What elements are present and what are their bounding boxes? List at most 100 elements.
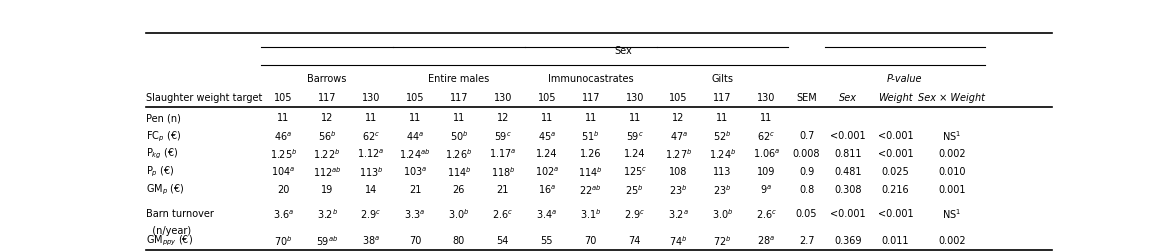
Text: 12: 12 bbox=[321, 113, 333, 123]
Text: 1.24$^{ab}$: 1.24$^{ab}$ bbox=[400, 147, 430, 161]
Text: 14: 14 bbox=[365, 184, 378, 194]
Text: 52$^b$: 52$^b$ bbox=[713, 129, 732, 143]
Text: 3.3$^a$: 3.3$^a$ bbox=[404, 207, 426, 220]
Text: 3.4$^a$: 3.4$^a$ bbox=[537, 207, 558, 220]
Text: Sex × Weight: Sex × Weight bbox=[919, 93, 985, 103]
Text: 0.369: 0.369 bbox=[835, 235, 862, 245]
Text: 54: 54 bbox=[497, 235, 509, 245]
Text: 103$^a$: 103$^a$ bbox=[403, 165, 427, 178]
Text: Pen (n): Pen (n) bbox=[146, 113, 181, 123]
Text: 105: 105 bbox=[538, 93, 556, 103]
Text: 1.24: 1.24 bbox=[624, 149, 645, 159]
Text: 130: 130 bbox=[362, 93, 380, 103]
Text: NS$^1$: NS$^1$ bbox=[942, 207, 962, 220]
Text: 11: 11 bbox=[584, 113, 597, 123]
Text: 1.27$^b$: 1.27$^b$ bbox=[665, 147, 692, 161]
Text: 0.002: 0.002 bbox=[939, 235, 966, 245]
Text: 0.216: 0.216 bbox=[881, 184, 909, 194]
Text: 59$^{ab}$: 59$^{ab}$ bbox=[316, 233, 338, 247]
Text: 62$^c$: 62$^c$ bbox=[362, 130, 380, 142]
Text: 11: 11 bbox=[541, 113, 553, 123]
Text: SEM: SEM bbox=[796, 93, 817, 103]
Text: 2.9$^c$: 2.9$^c$ bbox=[360, 207, 381, 220]
Text: 117: 117 bbox=[318, 93, 337, 103]
Text: 3.2$^a$: 3.2$^a$ bbox=[669, 207, 689, 220]
Text: 23$^b$: 23$^b$ bbox=[713, 182, 732, 196]
Text: 11: 11 bbox=[365, 113, 378, 123]
Text: Slaughter weight target: Slaughter weight target bbox=[146, 93, 263, 103]
Text: 11: 11 bbox=[629, 113, 641, 123]
Text: 59$^c$: 59$^c$ bbox=[494, 130, 512, 142]
Text: 0.05: 0.05 bbox=[796, 209, 817, 218]
Text: 25$^b$: 25$^b$ bbox=[625, 182, 644, 196]
Text: 0.025: 0.025 bbox=[881, 167, 909, 176]
Text: <0.001: <0.001 bbox=[878, 209, 913, 218]
Text: 3.0$^b$: 3.0$^b$ bbox=[712, 207, 733, 220]
Text: 130: 130 bbox=[625, 93, 644, 103]
Text: 109: 109 bbox=[758, 167, 776, 176]
Text: 38$^a$: 38$^a$ bbox=[362, 234, 380, 246]
Text: 11: 11 bbox=[277, 113, 289, 123]
Text: 114$^b$: 114$^b$ bbox=[447, 165, 471, 178]
Text: 74: 74 bbox=[629, 235, 641, 245]
Text: 28$^a$: 28$^a$ bbox=[758, 234, 775, 246]
Text: 0.9: 0.9 bbox=[798, 167, 814, 176]
Text: 70: 70 bbox=[409, 235, 421, 245]
Text: 102$^a$: 102$^a$ bbox=[534, 165, 559, 178]
Text: 113$^b$: 113$^b$ bbox=[359, 165, 383, 178]
Text: 21: 21 bbox=[497, 184, 509, 194]
Text: 108: 108 bbox=[670, 167, 687, 176]
Text: 3.2$^b$: 3.2$^b$ bbox=[317, 207, 338, 220]
Text: 0.001: 0.001 bbox=[939, 184, 966, 194]
Text: 47$^a$: 47$^a$ bbox=[670, 130, 687, 142]
Text: 0.481: 0.481 bbox=[835, 167, 862, 176]
Text: 11: 11 bbox=[760, 113, 773, 123]
Text: GM$_p$ (€): GM$_p$ (€) bbox=[146, 182, 185, 197]
Text: 19: 19 bbox=[321, 184, 333, 194]
Text: 50$^b$: 50$^b$ bbox=[450, 129, 468, 143]
Text: 0.010: 0.010 bbox=[939, 167, 966, 176]
Text: 130: 130 bbox=[758, 93, 776, 103]
Text: P$_p$ (€): P$_p$ (€) bbox=[146, 164, 175, 179]
Text: Entire males: Entire males bbox=[428, 74, 490, 84]
Text: 0.7: 0.7 bbox=[798, 131, 815, 141]
Text: 112$^{ab}$: 112$^{ab}$ bbox=[312, 165, 341, 178]
Text: GM$_{ppy}$ (€): GM$_{ppy}$ (€) bbox=[146, 233, 193, 247]
Text: FC$_p$ (€): FC$_p$ (€) bbox=[146, 129, 181, 143]
Text: 3.1$^b$: 3.1$^b$ bbox=[580, 207, 602, 220]
Text: 117: 117 bbox=[450, 93, 468, 103]
Text: 12: 12 bbox=[497, 113, 509, 123]
Text: 125$^c$: 125$^c$ bbox=[623, 165, 646, 178]
Text: 113: 113 bbox=[713, 167, 732, 176]
Text: Weight: Weight bbox=[878, 93, 913, 103]
Text: <0.001: <0.001 bbox=[830, 131, 866, 141]
Text: 70: 70 bbox=[584, 235, 597, 245]
Text: 21: 21 bbox=[409, 184, 421, 194]
Text: 44$^a$: 44$^a$ bbox=[406, 130, 424, 142]
Text: P$_{kg}$ (€): P$_{kg}$ (€) bbox=[146, 146, 179, 161]
Text: 1.26: 1.26 bbox=[580, 149, 602, 159]
Text: 0.002: 0.002 bbox=[939, 149, 966, 159]
Text: 1.12$^a$: 1.12$^a$ bbox=[358, 147, 385, 160]
Text: 20: 20 bbox=[277, 184, 290, 194]
Text: 0.008: 0.008 bbox=[793, 149, 821, 159]
Text: 59$^c$: 59$^c$ bbox=[625, 130, 643, 142]
Text: 105: 105 bbox=[670, 93, 687, 103]
Text: 62$^c$: 62$^c$ bbox=[758, 130, 775, 142]
Text: 0.8: 0.8 bbox=[798, 184, 814, 194]
Text: 117: 117 bbox=[581, 93, 600, 103]
Text: 3.6$^a$: 3.6$^a$ bbox=[272, 207, 293, 220]
Text: 70$^b$: 70$^b$ bbox=[274, 233, 292, 247]
Text: P-value: P-value bbox=[887, 74, 922, 84]
Text: <0.001: <0.001 bbox=[830, 209, 866, 218]
Text: 105: 105 bbox=[274, 93, 292, 103]
Text: 3.0$^b$: 3.0$^b$ bbox=[448, 207, 470, 220]
Text: 22$^{ab}$: 22$^{ab}$ bbox=[580, 182, 602, 196]
Text: 1.24: 1.24 bbox=[537, 149, 558, 159]
Text: <0.001: <0.001 bbox=[878, 131, 913, 141]
Text: (n/year): (n/year) bbox=[146, 225, 192, 235]
Text: 2.6$^c$: 2.6$^c$ bbox=[756, 207, 777, 220]
Text: 0.811: 0.811 bbox=[835, 149, 862, 159]
Text: Sex: Sex bbox=[614, 46, 632, 56]
Text: 56$^b$: 56$^b$ bbox=[318, 129, 337, 143]
